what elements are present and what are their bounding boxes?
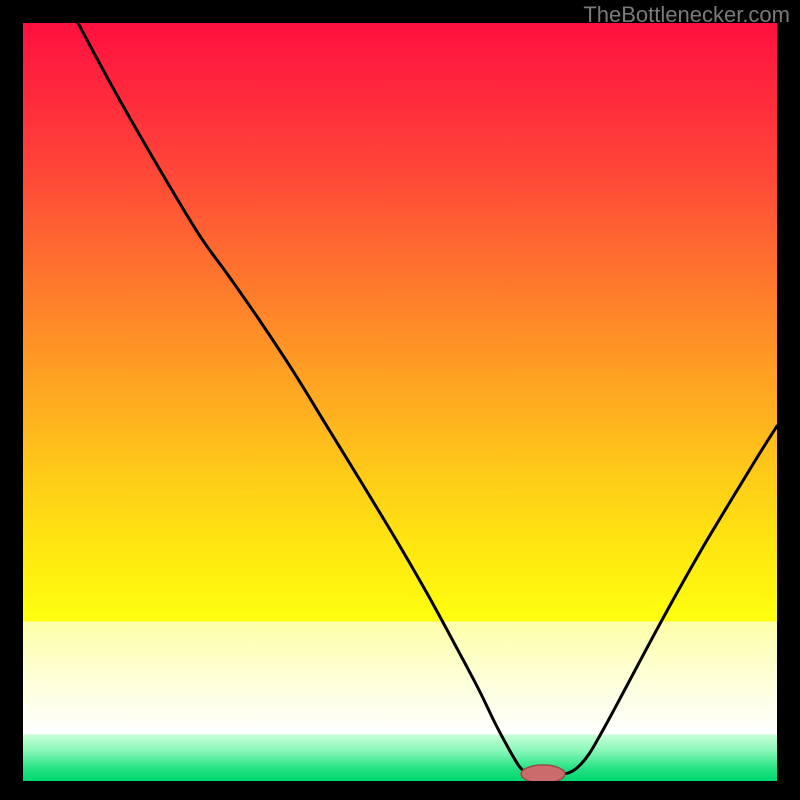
gradient-background	[23, 23, 777, 781]
optimal-marker	[521, 765, 565, 781]
watermark-text: TheBottlenecker.com	[583, 2, 790, 28]
gradient-plot	[23, 23, 777, 781]
chart-frame: TheBottlenecker.com	[0, 0, 800, 800]
plot-area	[23, 23, 777, 781]
